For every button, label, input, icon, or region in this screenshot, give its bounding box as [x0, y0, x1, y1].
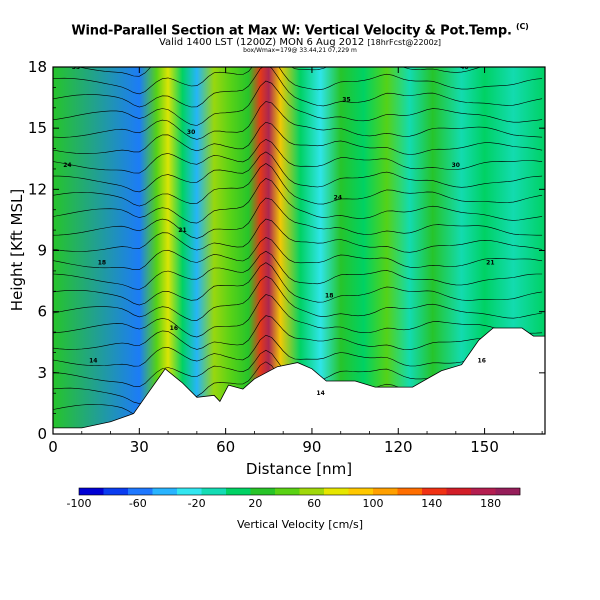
colorbar-swatch — [250, 488, 276, 495]
theta-contour-label: 35 — [72, 64, 80, 71]
theta-contour-line — [53, 121, 543, 155]
x-tick-label: 60 — [216, 438, 235, 456]
theta-contour-line — [53, 315, 543, 351]
colorbar-tick-label: 140 — [421, 497, 442, 510]
x-tick-label: 30 — [130, 438, 149, 456]
colorbar-tick-label: 100 — [363, 497, 384, 510]
theta-contour-line — [53, 334, 543, 367]
colorbar-tick-label: 20 — [248, 497, 262, 510]
y-tick-label: 6 — [37, 303, 47, 321]
theta-contour-label: 35 — [342, 97, 350, 104]
y-tick-label: 9 — [37, 242, 47, 260]
theta-contour-line — [53, 262, 543, 306]
colorbar-tick-label: -60 — [129, 497, 147, 510]
y-axis-label: Height [Kft MSL] — [8, 189, 26, 311]
chart-info-line: box/Wmax=179@ 33.44,21 07,229 m — [243, 47, 357, 54]
theta-contour-line — [53, 138, 543, 174]
colorbar-swatch — [226, 488, 251, 495]
theta-contour-line — [53, 101, 543, 140]
colorbar-swatch — [446, 488, 472, 495]
y-tick-label: 15 — [28, 119, 47, 137]
colorbar-swatch — [103, 488, 129, 495]
colorbar-title: Vertical Velocity [cm/s] — [237, 518, 363, 531]
colorbar-tick-label: -20 — [188, 497, 206, 510]
colorbar-swatch — [152, 488, 178, 495]
theta-contour-label: 21 — [178, 227, 186, 234]
theta-contour-line — [53, 250, 543, 290]
theta-contour-label: 30 — [452, 162, 460, 169]
y-tick-label: 18 — [28, 58, 47, 76]
theta-contour-label: 14 — [89, 358, 97, 365]
x-tick-label: 120 — [384, 438, 413, 456]
terrain-mask — [53, 327, 545, 434]
valid-time: Valid 1400 LST (1200Z) MON 6 Aug 2012 — [158, 37, 365, 48]
x-axis: 0 30 60 90 120 150 — [48, 67, 543, 456]
theta-contour-label: 21 — [486, 260, 494, 267]
chart-title-text: Wind-Parallel Section at Max W: Vertical… — [71, 23, 512, 39]
theta-contour-label: 16 — [478, 358, 486, 365]
contour-labels: 14 14 16 16 18 18 21 21 24 24 30 30 35 35 40 — [63, 64, 494, 397]
theta-contour-line — [53, 67, 543, 95]
colorbar-swatch — [275, 488, 300, 495]
colorbar-swatch — [128, 488, 153, 495]
colorbar-swatch — [397, 488, 423, 495]
theta-contour-line — [53, 163, 543, 207]
chart-title: Wind-Parallel Section at Max W: Vertical… — [0, 22, 600, 38]
colorbar: -100 -60 -20 20 60 100 140 180 — [67, 487, 521, 510]
theta-contour-label: 40 — [460, 64, 468, 71]
colorbar-swatch — [495, 488, 521, 495]
theta-contour-label: 18 — [98, 260, 106, 267]
colorbar-tick-label: 180 — [480, 497, 501, 510]
colorbar-swatch — [324, 488, 349, 495]
theta-contour-line — [53, 197, 543, 239]
theta-contour-line — [53, 80, 543, 126]
theta-contour-label: 24 — [63, 162, 71, 169]
theta-contour-label: 16 — [170, 325, 178, 332]
colorbar-swatch — [201, 488, 227, 495]
x-axis-label: Distance [nm] — [246, 460, 352, 478]
theta-contour-line — [53, 275, 543, 321]
colorbar-swatch — [79, 488, 104, 495]
theta-contour-label: 18 — [325, 292, 333, 299]
colorbar-swatch — [422, 488, 447, 495]
colorbar-frame — [78, 487, 521, 496]
theta-contour-label: 14 — [316, 390, 324, 397]
colorbar-swatch — [471, 488, 496, 495]
colorbar-swatch — [299, 488, 325, 495]
copyright-mark: (C) — [516, 22, 529, 31]
y-tick-label: 0 — [37, 425, 47, 443]
chart-subtitle: Valid 1400 LST (1200Z) MON 6 Aug 2012 [1… — [0, 37, 600, 48]
forecast-tag: [18hrFcst@2200z] — [367, 38, 442, 47]
colorbar-swatch — [373, 488, 398, 495]
theta-contour-label: 24 — [334, 194, 342, 201]
theta-contours — [53, 67, 543, 418]
theta-contour-line — [53, 294, 543, 338]
x-tick-label: 90 — [302, 438, 321, 456]
theta-contour-line — [53, 151, 543, 193]
colorbar-swatch — [177, 488, 202, 495]
theta-contour-line — [77, 67, 483, 77]
y-tick-label: 3 — [37, 364, 47, 382]
x-tick-label: 150 — [470, 438, 499, 456]
y-axis: 0 3 6 9 12 15 18 — [28, 58, 545, 443]
y-tick-label: 12 — [28, 180, 47, 198]
theta-contour-label: 30 — [187, 129, 195, 136]
theta-contour-line — [53, 237, 543, 271]
colorbar-tick-label: -100 — [67, 497, 92, 510]
theta-contour-line — [53, 218, 543, 253]
colorbar-swatch — [348, 488, 374, 495]
theta-contour-line — [53, 67, 543, 108]
colorbar-tick-label: 60 — [307, 497, 321, 510]
x-tick-label: 0 — [48, 438, 58, 456]
theta-contour-line — [53, 178, 543, 224]
